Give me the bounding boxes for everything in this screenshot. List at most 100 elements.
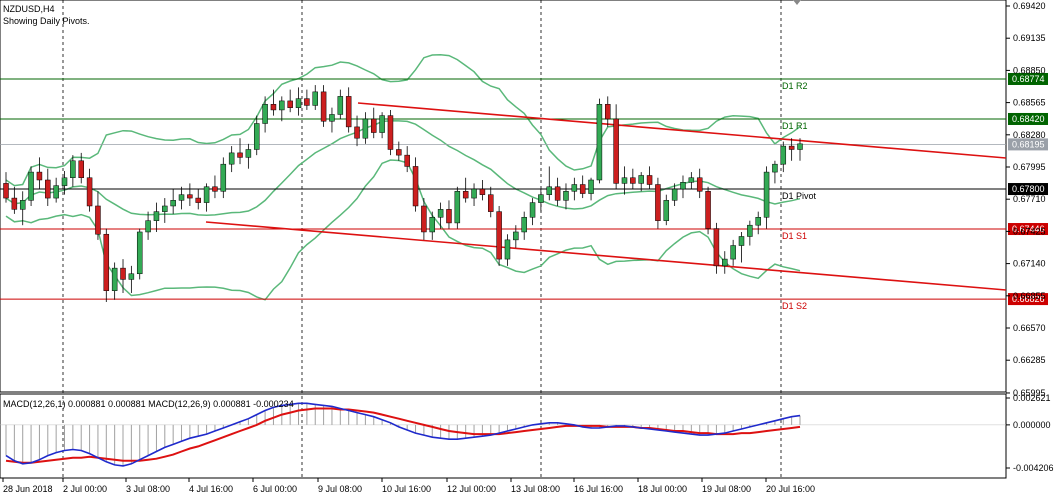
candle[interactable] [36,157,43,190]
candle[interactable] [212,175,218,199]
channel-lower-line[interactable] [205,221,1007,291]
candle[interactable] [630,168,636,190]
candle[interactable] [429,211,436,240]
candle[interactable] [571,177,578,201]
candle[interactable] [797,138,803,161]
candle[interactable] [596,98,603,184]
candle[interactable] [253,115,260,156]
candle[interactable] [671,183,678,206]
candle[interactable] [688,172,695,190]
candle[interactable] [11,186,18,214]
candle[interactable] [579,175,586,199]
candle[interactable] [145,211,151,240]
candle[interactable] [312,85,318,110]
candle[interactable] [153,202,160,232]
candle[interactable] [763,166,770,229]
candle[interactable] [170,189,176,214]
candle[interactable] [337,89,344,119]
macd-pane[interactable] [0,393,1007,479]
candle[interactable] [203,183,210,212]
candle[interactable] [613,104,619,190]
candle[interactable] [287,89,293,113]
candle[interactable] [638,172,644,192]
candle[interactable] [28,166,34,206]
candle[interactable] [61,170,68,195]
main-pane[interactable] [0,0,1007,393]
candle[interactable] [53,177,59,203]
candle[interactable] [379,112,385,139]
candle[interactable] [78,152,84,184]
candle[interactable] [103,228,110,303]
candle[interactable] [111,262,118,300]
candle[interactable] [546,166,553,201]
candle[interactable] [128,265,135,293]
candle[interactable] [437,202,444,229]
candle[interactable] [621,166,628,195]
candle[interactable] [387,109,394,156]
candle[interactable] [370,107,377,139]
candle[interactable] [3,172,9,203]
candle[interactable] [538,189,544,212]
candle[interactable] [320,85,327,127]
candle[interactable] [421,198,427,240]
candle[interactable] [228,146,235,173]
candle[interactable] [605,96,611,127]
candle[interactable] [454,186,461,229]
candle[interactable] [95,191,101,240]
candle[interactable] [279,96,285,122]
candle[interactable] [730,239,736,266]
candle[interactable] [780,141,787,173]
candle[interactable] [412,157,419,212]
candle[interactable] [345,87,352,133]
candle[interactable] [304,89,310,110]
candle[interactable] [588,177,594,201]
candle[interactable] [696,168,703,199]
candle[interactable] [705,186,711,235]
candle[interactable] [136,228,143,280]
candle[interactable] [19,191,26,226]
candle[interactable] [655,177,661,229]
candle[interactable] [788,138,795,161]
candle[interactable] [396,141,402,161]
candle[interactable] [747,220,753,246]
candle[interactable] [646,166,653,190]
candle[interactable] [404,146,410,173]
candle[interactable] [446,200,452,229]
candle[interactable] [220,157,227,199]
candle[interactable] [738,231,745,263]
candle[interactable] [513,225,519,248]
candle[interactable] [521,211,527,240]
candle[interactable] [237,138,243,165]
candle[interactable] [187,183,193,206]
candle[interactable] [504,234,511,266]
candle[interactable] [270,89,277,116]
candle[interactable] [86,168,93,212]
candle[interactable] [329,107,335,133]
candle[interactable] [722,251,728,274]
candle[interactable] [488,186,494,218]
candle[interactable] [471,183,477,206]
candle[interactable] [663,194,670,226]
candle[interactable] [245,143,252,169]
candle[interactable] [713,222,720,274]
candle[interactable] [70,155,76,187]
candle[interactable] [354,115,360,147]
candle[interactable] [772,160,778,184]
candle[interactable] [262,96,268,133]
candle[interactable] [554,177,561,206]
candle[interactable] [479,179,486,201]
candle[interactable] [195,189,201,210]
channel-upper-line[interactable] [357,102,1007,159]
candle[interactable] [120,259,126,293]
candle[interactable] [680,175,686,199]
chart-shift-marker-icon[interactable] [793,0,801,5]
candle[interactable] [162,198,168,223]
candle[interactable] [462,177,469,203]
candle[interactable] [496,205,502,266]
candle[interactable] [362,112,369,144]
candle[interactable] [529,198,536,226]
candle[interactable] [755,211,761,235]
candle[interactable] [45,168,51,206]
candle[interactable] [295,87,302,116]
